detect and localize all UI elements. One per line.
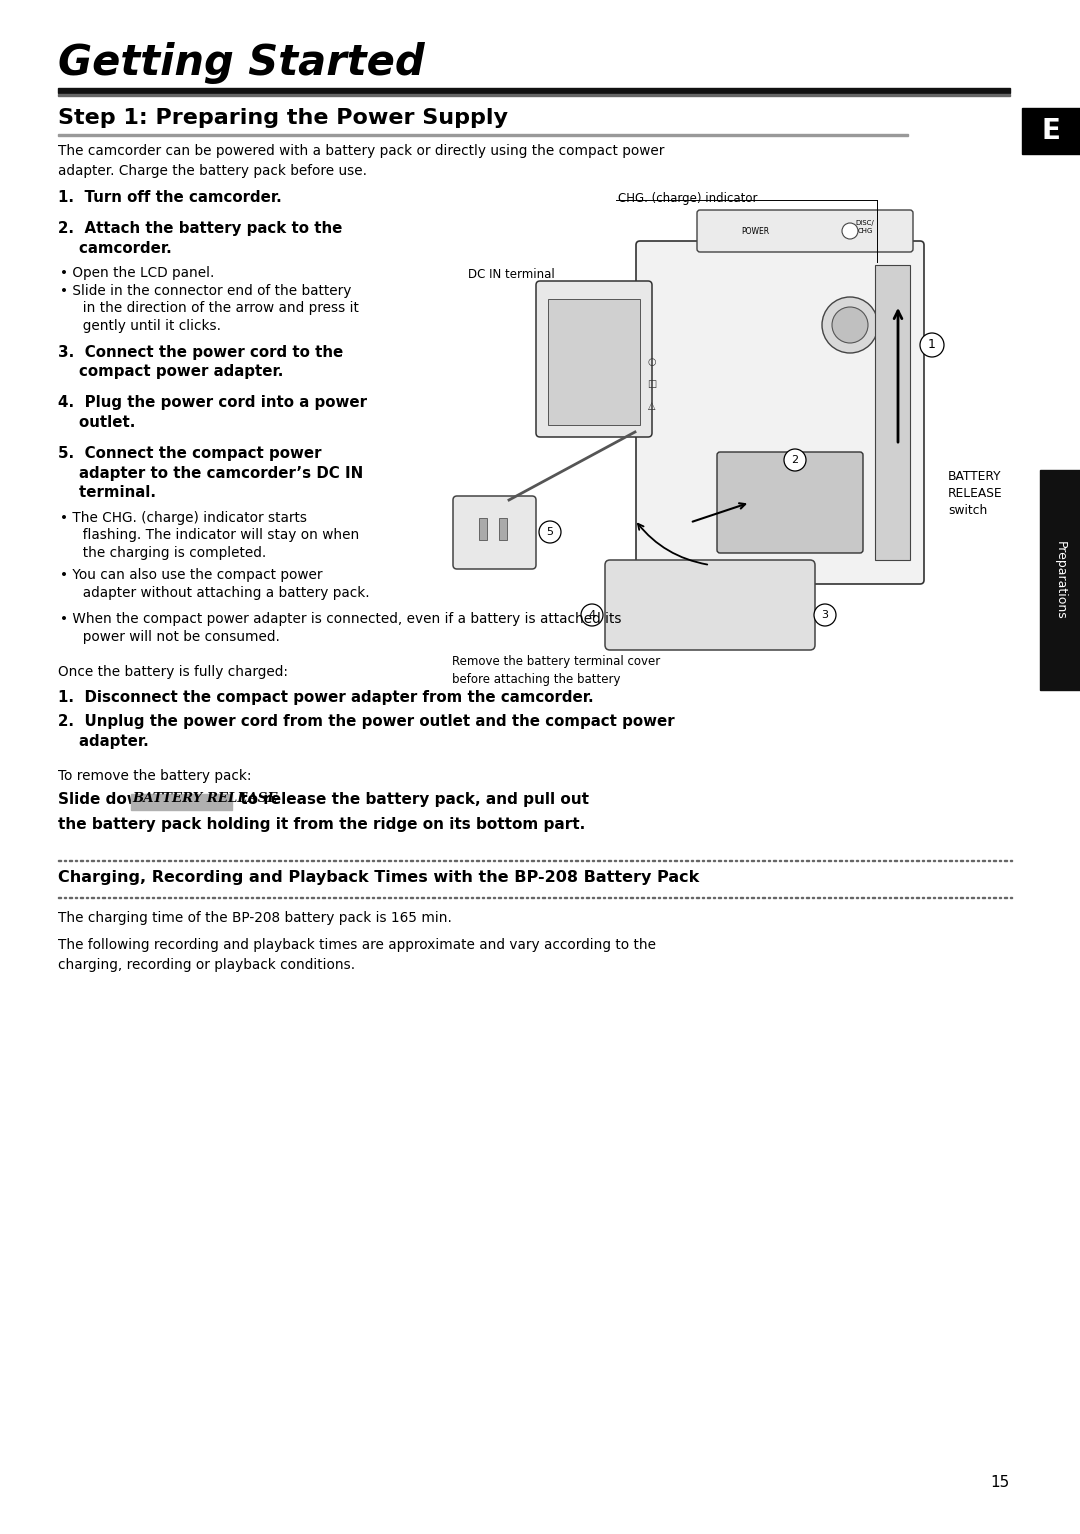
Bar	[58, 87, 1010, 94]
Text: flashing. The indicator will stay on when: flashing. The indicator will stay on whe…	[75, 528, 360, 542]
Text: BATTERY
RELEASE
switch: BATTERY RELEASE switch	[948, 469, 1002, 517]
Text: charging, recording or playback conditions.: charging, recording or playback conditio…	[58, 957, 355, 971]
Text: Once the battery is fully charged:: Once the battery is fully charged:	[58, 664, 288, 678]
Text: 1: 1	[928, 339, 936, 351]
Bar	[1022, 107, 1080, 153]
Circle shape	[832, 307, 868, 344]
Bar	[131, 795, 232, 810]
Text: gently until it clicks.: gently until it clicks.	[75, 319, 221, 333]
Text: in the direction of the arrow and press it: in the direction of the arrow and press …	[75, 301, 359, 314]
Bar	[1040, 469, 1080, 690]
Text: □: □	[647, 379, 657, 390]
FancyBboxPatch shape	[536, 281, 652, 437]
Text: BATTERY RELEASE: BATTERY RELEASE	[133, 792, 279, 805]
Circle shape	[822, 298, 878, 353]
Circle shape	[581, 604, 603, 626]
Text: The charging time of the BP-208 battery pack is 165 min.: The charging time of the BP-208 battery …	[58, 911, 451, 925]
Text: 5: 5	[546, 528, 554, 537]
Text: the charging is completed.: the charging is completed.	[75, 546, 267, 560]
Text: Slide down: Slide down	[58, 792, 157, 807]
Text: 2.  Unplug the power cord from the power outlet and the compact power: 2. Unplug the power cord from the power …	[58, 715, 675, 729]
Text: 4.  Plug the power cord into a power: 4. Plug the power cord into a power	[58, 396, 367, 411]
Text: E: E	[1041, 117, 1061, 146]
Text: 2.  Attach the battery pack to the: 2. Attach the battery pack to the	[58, 221, 342, 236]
Text: 3: 3	[822, 611, 828, 620]
Text: DISC/
CHG: DISC/ CHG	[855, 221, 875, 233]
Text: Getting Started: Getting Started	[58, 41, 424, 84]
Circle shape	[539, 522, 561, 543]
Text: 4: 4	[589, 611, 595, 620]
FancyBboxPatch shape	[605, 560, 815, 650]
Text: △: △	[648, 400, 656, 411]
FancyBboxPatch shape	[717, 453, 863, 552]
Circle shape	[920, 333, 944, 357]
Text: DC IN terminal: DC IN terminal	[468, 268, 555, 281]
Bar	[548, 299, 640, 425]
FancyBboxPatch shape	[636, 241, 924, 584]
Text: • The CHG. (charge) indicator starts: • The CHG. (charge) indicator starts	[60, 511, 307, 525]
Bar	[58, 133, 908, 137]
Text: Charging, Recording and Playback Times with the BP-208 Battery Pack: Charging, Recording and Playback Times w…	[58, 870, 699, 885]
Text: • You can also use the compact power: • You can also use the compact power	[60, 568, 323, 583]
Text: 3.  Connect the power cord to the: 3. Connect the power cord to the	[58, 345, 343, 360]
Text: adapter without attaching a battery pack.: adapter without attaching a battery pack…	[75, 586, 369, 600]
Text: CHG. (charge) indicator: CHG. (charge) indicator	[618, 192, 757, 206]
Text: power will not be consumed.: power will not be consumed.	[75, 629, 280, 644]
Text: Remove the battery terminal cover
before attaching the battery: Remove the battery terminal cover before…	[453, 655, 660, 686]
Circle shape	[784, 449, 806, 471]
Text: ○: ○	[648, 357, 657, 367]
Text: terminal.: terminal.	[58, 485, 156, 500]
Text: outlet.: outlet.	[58, 416, 135, 430]
Text: POWER: POWER	[741, 227, 769, 236]
FancyBboxPatch shape	[453, 495, 536, 569]
Text: 2: 2	[792, 456, 798, 465]
Text: 5.  Connect the compact power: 5. Connect the compact power	[58, 446, 322, 462]
Text: 15: 15	[990, 1476, 1010, 1490]
Text: compact power adapter.: compact power adapter.	[58, 364, 283, 379]
Text: 1.  Turn off the camcorder.: 1. Turn off the camcorder.	[58, 190, 282, 206]
Text: The camcorder can be powered with a battery pack or directly using the compact p: The camcorder can be powered with a batt…	[58, 144, 664, 178]
Text: • When the compact power adapter is connected, even if a battery is attached its: • When the compact power adapter is conn…	[60, 612, 621, 626]
FancyBboxPatch shape	[697, 210, 913, 252]
Text: Step 1: Preparing the Power Supply: Step 1: Preparing the Power Supply	[58, 107, 508, 127]
Text: to release the battery pack, and pull out: to release the battery pack, and pull ou…	[235, 792, 590, 807]
Bar	[480, 518, 487, 540]
Text: Preparations: Preparations	[1053, 540, 1067, 620]
Text: The following recording and playback times are approximate and vary according to: The following recording and playback tim…	[58, 939, 656, 953]
Text: camcorder.: camcorder.	[58, 241, 172, 256]
Text: adapter.: adapter.	[58, 733, 149, 749]
Text: 1.  Disconnect the compact power adapter from the camcorder.: 1. Disconnect the compact power adapter …	[58, 690, 594, 706]
Text: • Slide in the connector end of the battery: • Slide in the connector end of the batt…	[60, 284, 351, 298]
Bar	[499, 518, 507, 540]
Text: adapter to the camcorder’s DC IN: adapter to the camcorder’s DC IN	[58, 466, 363, 480]
Circle shape	[814, 604, 836, 626]
Text: To remove the battery pack:: To remove the battery pack:	[58, 769, 252, 782]
Text: the battery pack holding it from the ridge on its bottom part.: the battery pack holding it from the rid…	[58, 816, 585, 831]
Bar	[875, 265, 910, 560]
Circle shape	[842, 222, 858, 239]
Text: • Open the LCD panel.: • Open the LCD panel.	[60, 265, 214, 281]
